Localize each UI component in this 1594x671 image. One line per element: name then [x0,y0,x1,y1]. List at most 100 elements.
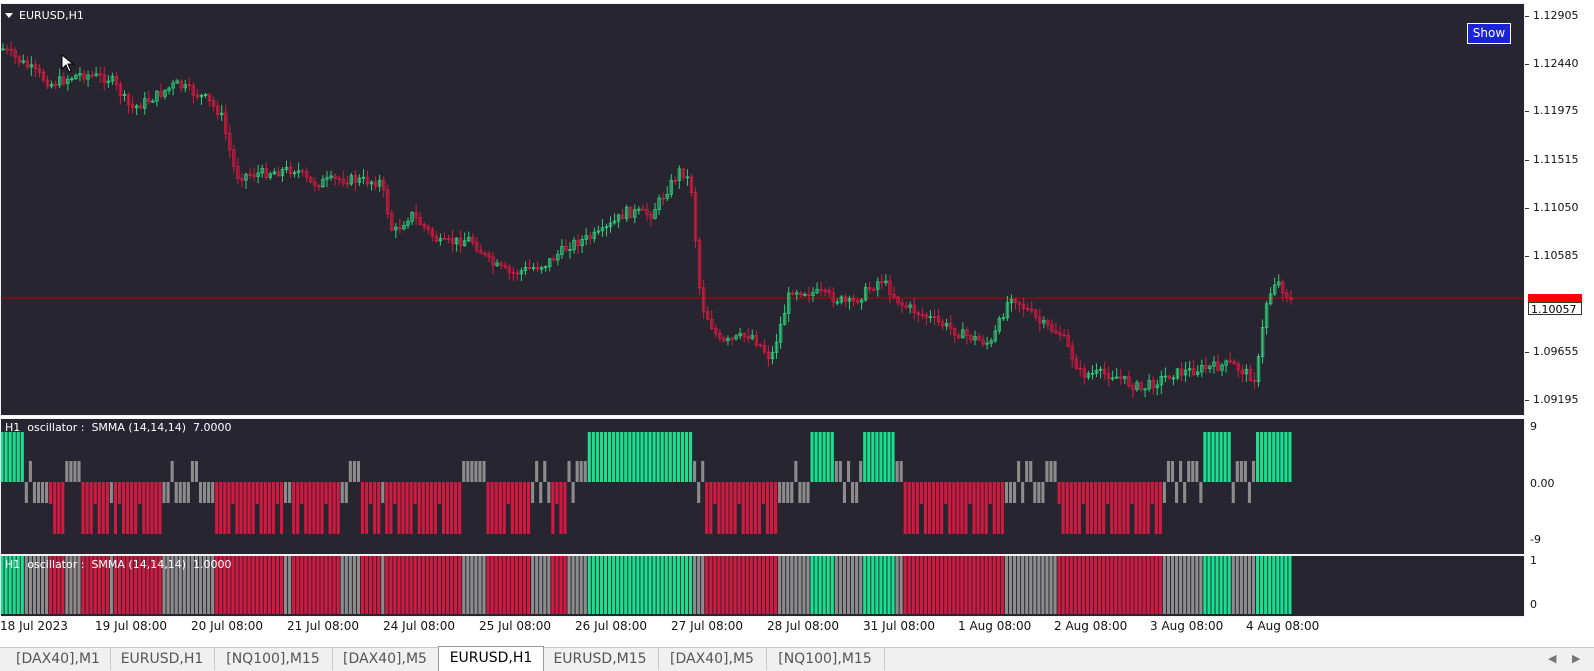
candle [746,327,750,343]
osc1-bar [1122,482,1126,534]
candle [1005,295,1010,321]
osc1-bar [879,432,883,482]
oscillator-pane-2[interactable]: H1 oscillator : SMMA (14,14,14) 1.0000 [0,555,1525,617]
osc1-bar [968,482,972,504]
candle [296,162,301,179]
candle [710,310,714,331]
osc2-bar [717,556,721,614]
osc2-bar [8,556,12,614]
candle [414,203,418,226]
candle [973,330,977,346]
osc2-bar [117,556,122,614]
candle [1252,372,1257,389]
osc2-bar [1195,556,1199,614]
candle [499,260,503,270]
candle [1038,309,1042,332]
osc1-bar [251,482,255,534]
osc2-bar [360,556,365,614]
osc2-bar [1243,556,1247,614]
time-axis[interactable]: 18 Jul 2023 19 Jul 08:00 20 Jul 08:00 21 Ju… [0,617,1525,635]
candle [539,265,544,274]
osc1-bar [1211,432,1215,482]
osc1-bar [992,482,996,534]
price-tick-label: 1.12905 [1533,9,1579,22]
osc1-bar [105,482,109,534]
osc2-bar [842,556,846,614]
osc2-bar [41,556,45,614]
osc2-bar [632,556,636,614]
osc1-bar [940,482,944,534]
candle [1268,287,1273,306]
tab-chart-7[interactable]: [DAX40],M5 [658,648,767,670]
tab-chart-5[interactable]: EURUSD,H1 [438,646,544,671]
osc2-bar [705,556,709,614]
osc2-bar [765,556,770,614]
osc2-bar [1268,556,1272,614]
candle [321,175,325,188]
osc1-bar [838,461,842,482]
osc2-bar [279,556,284,614]
tab-scroll-left-icon[interactable]: ◀ [1548,652,1557,665]
candle [693,187,698,249]
osc2-bar [1207,556,1211,614]
candle [159,83,163,99]
osc2-bar [713,556,717,614]
osc2-bar [575,556,579,614]
osc1-bar [1126,482,1130,534]
osc2-bar [263,556,267,614]
time-tick-label: 27 Jul 08:00 [671,619,743,633]
candle [398,218,402,234]
osc1-bar [680,432,684,482]
osc1-bar [737,482,741,504]
osc2-bar [446,556,450,614]
candle [410,211,414,226]
osc1-bar [863,432,867,482]
tab-scroll-right-icon[interactable]: ▶ [1572,652,1581,665]
osc2-bar [1231,556,1235,614]
osc2-bar [429,556,433,614]
candle [402,220,406,231]
tab-chart-4[interactable]: [DAX40],M5 [332,648,439,670]
osc2-bar [1138,556,1142,614]
osc2-bar [146,556,150,614]
tab-chart-8[interactable]: [NQ100],M15 [766,648,885,670]
price-chart-pane[interactable]: EURUSD,H1 Show [0,3,1525,416]
osc1-bar [980,482,984,534]
osc1-bar [822,432,826,482]
osc2-bar [1239,556,1243,614]
osc1-bar [721,482,725,534]
oscillator-histogram-2 [1,556,1292,614]
tab-chart-2[interactable]: EURUSD,H1 [110,648,215,670]
osc1-bar [1154,482,1158,534]
candle [568,242,572,259]
osc2-bar [401,556,405,614]
collapse-triangle-icon[interactable] [5,13,13,18]
candle [268,171,272,181]
osc2-bar [648,556,652,614]
osc2-bar [344,556,348,614]
price-tick-mark [1525,352,1529,353]
osc2-bar [830,556,834,614]
candle [1167,374,1172,380]
tab-chart-6[interactable]: EURUSD,M15 [542,648,659,670]
candle [932,309,937,326]
oscillator-pane-1[interactable]: H1 oscillator : SMMA (14,14,14) 7.0000 [0,418,1525,555]
osc1-bar [126,482,130,534]
tab-chart-1[interactable]: [DAX40],M1 [6,648,111,670]
osc1-bar [1098,482,1102,534]
osc1-bar [470,461,474,482]
osc1-bar [320,482,324,534]
osc2-bar [308,556,312,614]
osc2-bar [790,556,794,614]
tab-chart-3[interactable]: [NQ100],M15 [214,648,333,670]
show-button[interactable]: Show [1467,23,1511,44]
osc1-bar [846,461,851,482]
osc2-bar [972,556,976,614]
osc2-bar [927,556,932,614]
osc1-bar [1,432,4,482]
osc1-bar [1203,432,1207,482]
candle [519,267,524,282]
candle [1123,375,1127,385]
osc1-bar [466,461,470,482]
osc2-bar [462,556,466,614]
